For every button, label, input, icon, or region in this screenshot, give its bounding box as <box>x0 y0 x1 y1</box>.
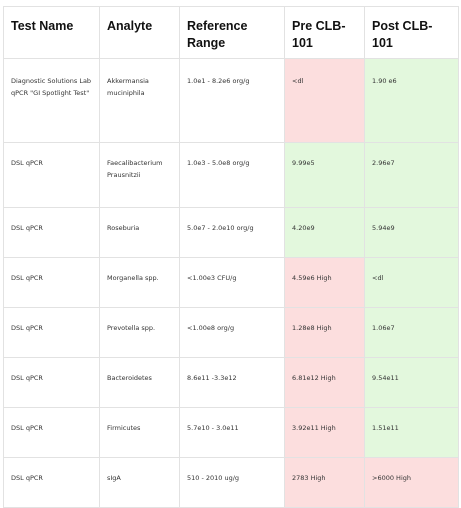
table-row: DSL qPCR Prevotella spp. <1.00e8 org/g 1.28… <box>3 307 459 358</box>
cell-test-name: DSL qPCR <box>3 357 100 408</box>
cell-post-clb-101: 9.54e11 <box>364 357 459 408</box>
cell-test-name: DSL qPCR <box>3 142 100 208</box>
header-reference-range: Reference Range <box>179 6 285 59</box>
results-table: Test Name Analyte Reference Range Pre CL… <box>3 6 459 508</box>
cell-test-name: DSL qPCR <box>3 257 100 308</box>
cell-pre-clb-101: 6.81e12 High <box>284 357 365 408</box>
cell-analyte: Akkermansia muciniphila <box>99 58 180 143</box>
cell-analyte: Firmicutes <box>99 407 180 458</box>
header-analyte: Analyte <box>99 6 180 59</box>
cell-reference-range: <1.00e8 org/g <box>179 307 285 358</box>
cell-test-name: DSL qPCR <box>3 457 100 508</box>
cell-pre-clb-101: <dl <box>284 58 365 143</box>
table-row: DSL qPCR Firmicutes 5.7e10 - 3.0e11 3.92e11… <box>3 407 459 458</box>
cell-reference-range: <1.00e3 CFU/g <box>179 257 285 308</box>
cell-pre-clb-101: 1.28e8 High <box>284 307 365 358</box>
header-pre-clb-101: Pre CLB-101 <box>284 6 365 59</box>
table-body: Diagnostic Solutions Lab qPCR "GI Spotli… <box>3 58 459 508</box>
table-row: DSL qPCR Morganella spp. <1.00e3 CFU/g 4.59… <box>3 257 459 308</box>
cell-pre-clb-101: 3.92e11 High <box>284 407 365 458</box>
header-post-clb-101: Post CLB-101 <box>364 6 459 59</box>
cell-test-name: Diagnostic Solutions Lab qPCR "GI Spotli… <box>3 58 100 143</box>
cell-analyte: Roseburia <box>99 207 180 258</box>
cell-post-clb-101: <dl <box>364 257 459 308</box>
cell-reference-range: 5.7e10 - 3.0e11 <box>179 407 285 458</box>
cell-reference-range: 8.6e11 -3.3e12 <box>179 357 285 408</box>
cell-analyte: Morganella spp. <box>99 257 180 308</box>
cell-analyte: Bacteroidetes <box>99 357 180 408</box>
cell-post-clb-101: 2.96e7 <box>364 142 459 208</box>
cell-reference-range: 5.0e7 - 2.0e10 org/g <box>179 207 285 258</box>
cell-pre-clb-101: 2783 High <box>284 457 365 508</box>
cell-test-name: DSL qPCR <box>3 307 100 358</box>
cell-post-clb-101: 1.90 e6 <box>364 58 459 143</box>
cell-pre-clb-101: 4.20e9 <box>284 207 365 258</box>
table-row: DSL qPCR Roseburia 5.0e7 - 2.0e10 org/g 4.2… <box>3 207 459 258</box>
cell-reference-range: 1.0e1 - 8.2e6 org/g <box>179 58 285 143</box>
table-row: DSL qPCR Faecalibacterium Prausnitzii 1.0e… <box>3 142 459 208</box>
cell-test-name: DSL qPCR <box>3 207 100 258</box>
header-test-name: Test Name <box>3 6 100 59</box>
table-row: DSL qPCR Bacteroidetes 8.6e11 -3.3e12 6.81e… <box>3 357 459 408</box>
cell-pre-clb-101: 4.59e6 High <box>284 257 365 308</box>
cell-analyte: Prevotella spp. <box>99 307 180 358</box>
cell-post-clb-101: >6000 High <box>364 457 459 508</box>
cell-test-name: DSL qPCR <box>3 407 100 458</box>
cell-reference-range: 1.0e3 - 5.0e8 org/g <box>179 142 285 208</box>
table-row: Diagnostic Solutions Lab qPCR "GI Spotli… <box>3 58 459 143</box>
table-header-row: Test Name Analyte Reference Range Pre CL… <box>3 6 459 59</box>
table-row: DSL qPCR sIgA 510 - 2010 ug/g 2783 High >600… <box>3 457 459 508</box>
cell-reference-range: 510 - 2010 ug/g <box>179 457 285 508</box>
cell-pre-clb-101: 9.99e5 <box>284 142 365 208</box>
cell-analyte: Faecalibacterium Prausnitzii <box>99 142 180 208</box>
cell-post-clb-101: 1.51e11 <box>364 407 459 458</box>
cell-post-clb-101: 1.06e7 <box>364 307 459 358</box>
results-table-container: Test Name Analyte Reference Range Pre CL… <box>3 6 459 508</box>
cell-post-clb-101: 5.94e9 <box>364 207 459 258</box>
cell-analyte: sIgA <box>99 457 180 508</box>
